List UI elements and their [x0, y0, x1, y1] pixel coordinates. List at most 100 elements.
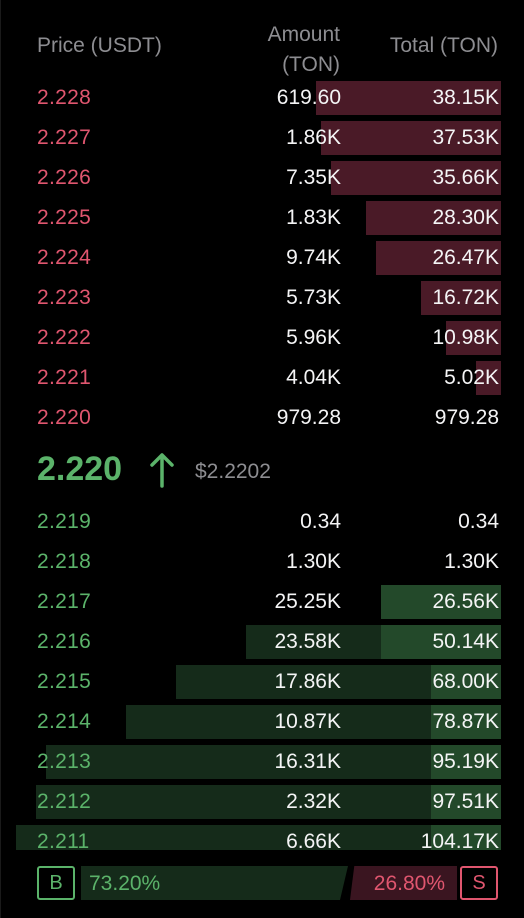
ask-row[interactable]: 2.227 1.86K 37.53K: [1, 121, 524, 155]
ask-total-depth-bar: [321, 121, 501, 155]
ask-row[interactable]: 2.222 5.96K 10.98K: [1, 321, 524, 355]
header-price: Price (USDT): [37, 34, 162, 57]
ask-row[interactable]: 2.225 1.83K 28.30K: [1, 201, 524, 235]
bid-total: 104.17K: [420, 830, 499, 850]
ask-amount: 1.83K: [286, 206, 341, 229]
bid-price: 2.216: [37, 630, 92, 653]
bid-price: 2.211: [37, 830, 90, 850]
bid-amount-depth-bar: [46, 745, 501, 779]
bid-price: 2.212: [37, 790, 92, 813]
ask-total-depth-bar: [446, 321, 501, 355]
bid-total: 50.14K: [432, 630, 499, 653]
bid-total: 1.30K: [444, 550, 499, 573]
header-amount-line2: (TON): [282, 53, 340, 76]
bid-amount: 23.58K: [274, 630, 341, 653]
bid-price: 2.219: [37, 510, 92, 533]
bid-row[interactable]: 2.219 0.34 0.34: [1, 505, 524, 539]
bid-total-depth-bar: [431, 745, 501, 779]
ask-price: 2.225: [37, 206, 92, 229]
bid-price: 2.213: [37, 750, 92, 773]
ask-total: 979.28: [434, 406, 499, 429]
bid-price: 2.214: [37, 710, 92, 733]
ask-total-depth-bar: [331, 161, 501, 195]
bid-amount-depth-bar: [36, 785, 501, 819]
bid-amount: 1.30K: [286, 550, 341, 573]
ask-total: 35.66K: [432, 166, 499, 189]
bid-amount: 25.25K: [274, 590, 341, 613]
ask-total: 16.72K: [432, 286, 499, 309]
bid-row[interactable]: 2.211 6.66K 104.17K: [1, 825, 524, 850]
ask-total: 28.30K: [432, 206, 499, 229]
bid-amount: 17.86K: [274, 670, 341, 693]
ask-row[interactable]: 2.226 7.35K 35.66K: [1, 161, 524, 195]
sell-percentage: 26.80%: [373, 872, 445, 895]
ask-amount: 9.74K: [286, 246, 341, 269]
ask-row[interactable]: 2.221 4.04K 5.02K: [1, 361, 524, 395]
ask-amount: 979.28: [276, 406, 341, 429]
ask-amount: 7.35K: [286, 166, 341, 189]
bid-price: 2.218: [37, 550, 92, 573]
bid-amount: 10.87K: [274, 710, 341, 733]
bid-row[interactable]: 2.218 1.30K 1.30K: [1, 545, 524, 579]
ask-price: 2.221: [37, 366, 92, 389]
mid-price-row: 2.220 $2.2202: [37, 448, 497, 498]
bid-total: 97.51K: [432, 790, 499, 813]
ask-total: 10.98K: [432, 326, 499, 349]
header-total: Total (TON): [389, 34, 498, 57]
index-price: $2.2202: [195, 460, 271, 483]
ask-price: 2.224: [37, 246, 92, 269]
bid-total-depth-bar: [381, 585, 501, 619]
bid-total: 26.56K: [432, 590, 499, 613]
ask-amount: 5.96K: [286, 326, 341, 349]
bid-price: 2.217: [37, 590, 92, 613]
bid-rows-viewport[interactable]: 2.219 0.34 0.34 2.218 1.30K 1.30K 2.217 25.25K 2…: [1, 505, 524, 850]
ask-total-depth-bar: [476, 361, 501, 395]
bid-row[interactable]: 2.215 17.86K 68.00K: [1, 665, 524, 699]
bid-amount: 0.34: [300, 510, 341, 533]
bid-total-depth-bar: [431, 665, 501, 699]
ask-row[interactable]: 2.228 619.60 38.15K: [1, 81, 524, 115]
ask-total-depth-bar: [421, 281, 501, 315]
bid-row[interactable]: 2.217 25.25K 26.56K: [1, 585, 524, 619]
ask-total: 38.15K: [432, 86, 499, 109]
ask-row[interactable]: 2.223 5.73K 16.72K: [1, 281, 524, 315]
ask-total: 26.47K: [432, 246, 499, 269]
bid-total-depth-bar: [381, 625, 501, 659]
header-amount-line1: Amount: [267, 23, 340, 46]
sell-badge: S: [460, 866, 498, 900]
buy-sell-ratio: B 73.20% 26.80% S: [1, 850, 524, 918]
bid-row[interactable]: 2.216 23.58K 50.14K: [1, 625, 524, 659]
bid-amount: 6.66K: [286, 830, 341, 850]
bid-total: 0.34: [458, 510, 499, 533]
ask-amount: 619.60: [276, 86, 341, 109]
buy-badge: B: [37, 866, 75, 900]
buy-percentage: 73.20%: [89, 872, 161, 895]
bid-total-depth-bar: [431, 705, 501, 739]
bid-row[interactable]: 2.213 16.31K 95.19K: [1, 745, 524, 779]
ask-row[interactable]: 2.220 979.28 979.28: [1, 401, 524, 435]
arrow-up-icon: [150, 453, 174, 488]
ask-total: 37.53K: [432, 126, 499, 149]
ask-amount: 1.86K: [286, 126, 341, 149]
ask-amount: 5.73K: [286, 286, 341, 309]
last-price: 2.220: [37, 450, 123, 488]
ask-total-depth-bar: [366, 201, 501, 235]
bid-row[interactable]: 2.214 10.87K 78.87K: [1, 705, 524, 739]
bid-total: 95.19K: [432, 750, 499, 773]
ask-total: 5.02K: [444, 366, 499, 389]
ask-price: 2.228: [37, 86, 92, 109]
ask-price: 2.226: [37, 166, 92, 189]
header-amount: Amount (TON): [268, 20, 340, 80]
ask-price: 2.223: [37, 286, 92, 309]
ask-total-depth-bar: [316, 81, 501, 115]
bid-amount-depth-bar: [16, 825, 501, 850]
bid-total-depth-bar: [431, 785, 501, 819]
bid-total: 78.87K: [432, 710, 499, 733]
ask-price: 2.222: [37, 326, 92, 349]
bid-row[interactable]: 2.212 2.32K 97.51K: [1, 785, 524, 819]
ask-amount: 4.04K: [286, 366, 341, 389]
ask-price: 2.220: [37, 406, 92, 429]
buy-ratio-bar: [81, 866, 348, 900]
ask-row[interactable]: 2.224 9.74K 26.47K: [1, 241, 524, 275]
